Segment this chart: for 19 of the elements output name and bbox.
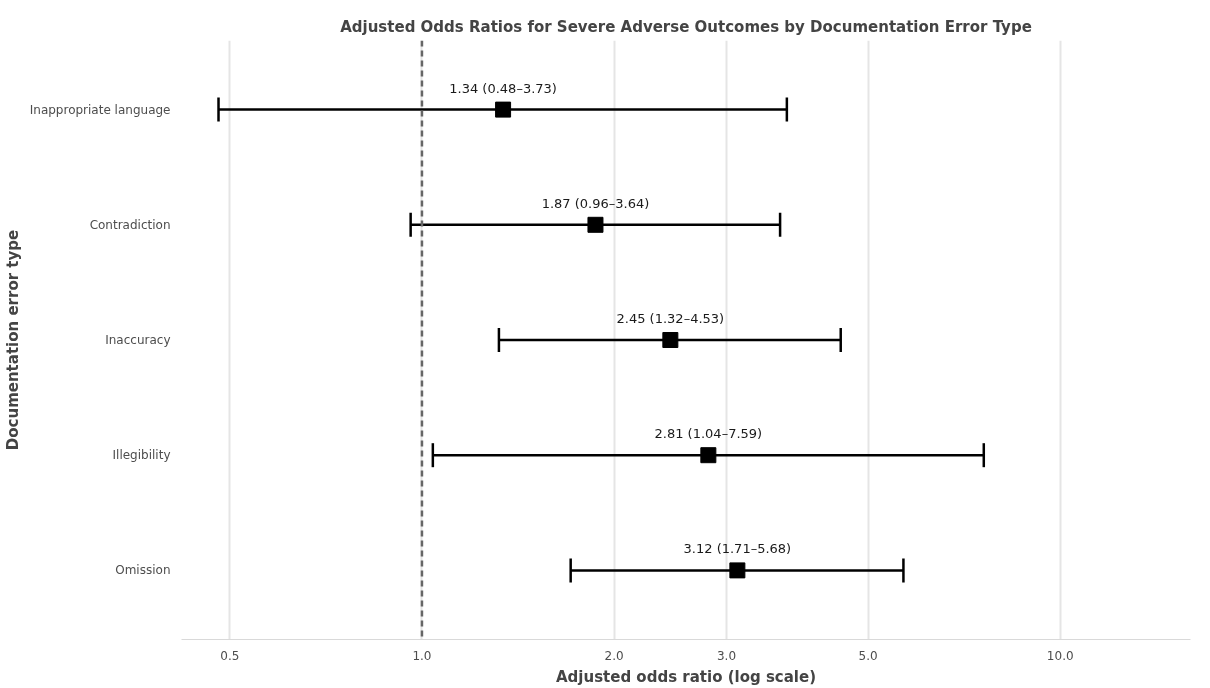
x-axis-title: Adjusted odds ratio (log scale): [555, 667, 817, 686]
y-tick-label: Illegibility: [112, 448, 171, 463]
y-axis-title: Documentation error type: [3, 229, 22, 451]
data-label: 1.87 (0.96–3.64): [541, 195, 650, 211]
chart-title: Adjusted Odds Ratios for Severe Adverse Outcomes by Documentation Error Type: [340, 17, 1032, 36]
y-tick-label: Contradiction: [89, 217, 171, 232]
x-tick-label: 3.0: [716, 648, 737, 663]
x-tick-label: 0.5: [220, 648, 240, 663]
x-tick-label: 2.0: [604, 648, 624, 663]
data-label: 2.45 (1.32–4.53): [616, 311, 725, 326]
y-tick-label: Inaccuracy: [105, 333, 171, 347]
y-tick-label: Inappropriate language: [29, 102, 171, 117]
y-tick-label: Omission: [115, 563, 171, 578]
data-label: 3.12 (1.71–5.68): [683, 541, 792, 557]
data-label: 2.81 (1.04–7.59): [654, 426, 763, 442]
x-tick-label: 10.0: [1046, 648, 1074, 663]
x-tick-label: 1.0: [412, 648, 432, 663]
x-tick-label: 5.0: [858, 648, 878, 663]
data-label: 1.34 (0.48–3.73): [449, 80, 557, 96]
